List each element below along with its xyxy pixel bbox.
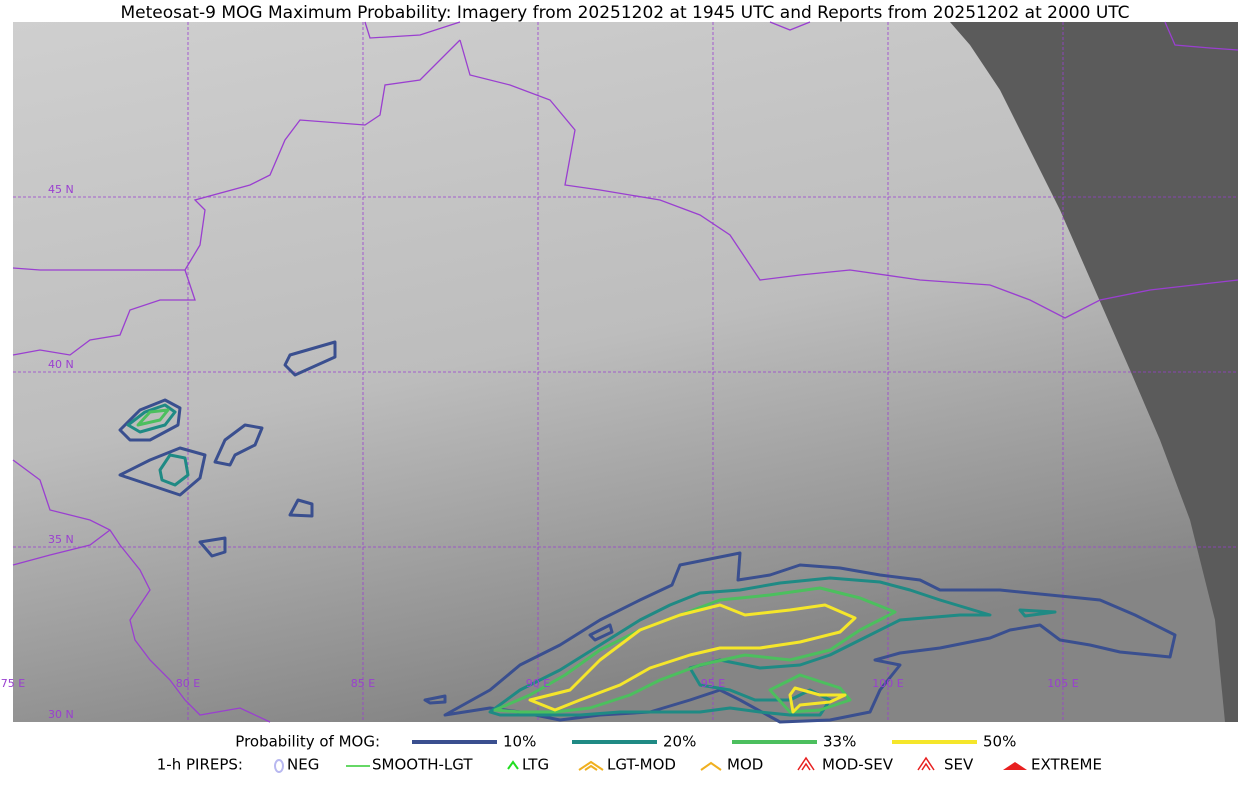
legend-label: LTG (522, 756, 549, 774)
lon-label: 85 E (351, 677, 375, 690)
pirep-icon (700, 761, 722, 771)
legend-label: MOD (727, 756, 763, 774)
legend-label: 10% (503, 733, 536, 751)
lon-label: 80 E (176, 677, 200, 690)
legend-label: SMOOTH-LGT (372, 756, 473, 774)
legend: Probability of MOG: 1-h PIREPS: 10% 20% 33… (157, 733, 1102, 774)
map: 45 N 40 N 35 N 30 N 75 E 80 E 85 E 90 E 95 E 100… (1, 21, 1239, 724)
pirep-icon (578, 760, 604, 771)
pirep-icon (274, 759, 284, 773)
contours (118, 340, 1177, 724)
legend-label: MOD-SEV (822, 756, 894, 774)
lat-label: 30 N (48, 708, 74, 721)
legend-label: 50% (983, 733, 1016, 751)
probability-legend-title: Probability of MOG: (235, 733, 380, 751)
lat-label: 40 N (48, 358, 74, 371)
legend-label: SEV (944, 756, 974, 774)
lon-label: 75 E (1, 677, 25, 690)
legend-label: EXTREME (1031, 756, 1102, 774)
pirep-icon (1003, 762, 1027, 770)
lat-label: 35 N (48, 533, 74, 546)
title: Meteosat-9 MOG Maximum Probability: Imag… (120, 3, 1129, 23)
pireps-legend-title: 1-h PIREPS: (157, 756, 243, 774)
pirep-icon (797, 756, 815, 771)
lon-label: 90 E (526, 677, 550, 690)
lon-label: 95 E (701, 677, 725, 690)
legend-label: 33% (823, 733, 856, 751)
legend-label: 20% (663, 733, 696, 751)
legend-label: LGT-MOD (607, 756, 676, 774)
pirep-icon (507, 760, 519, 770)
graticule (13, 22, 1238, 722)
lon-label: 105 E (1047, 677, 1078, 690)
latitude-labels: 45 N 40 N 35 N 30 N (48, 183, 74, 721)
lat-label: 45 N (48, 183, 74, 196)
borders (12, 21, 1239, 723)
lon-label: 100 E (872, 677, 903, 690)
pirep-icon (917, 756, 935, 771)
legend-label: NEG (287, 756, 319, 774)
longitude-labels: 75 E 80 E 85 E 90 E 95 E 100 E 105 E (1, 677, 1079, 690)
